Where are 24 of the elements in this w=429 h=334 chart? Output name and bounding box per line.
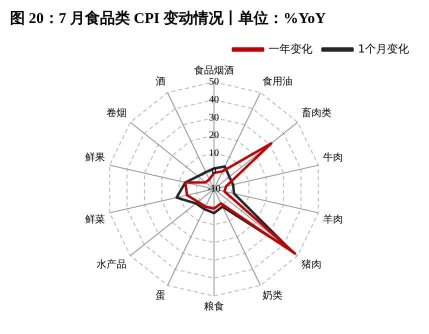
legend-label: 一年变化 — [268, 42, 312, 56]
spoke-label: 蛋 — [155, 290, 166, 302]
spoke-label: 卷烟 — [106, 106, 126, 119]
legend-label: 1个月变化 — [358, 42, 409, 56]
spoke-label: 鲜菜 — [84, 214, 105, 226]
spoke-label: 牛肉 — [323, 152, 344, 164]
spoke-label: 猪肉 — [302, 258, 322, 270]
y-tick-label: 20 — [209, 130, 219, 142]
spoke-label: 食用油 — [262, 76, 293, 88]
y-tick-label: -10 — [207, 184, 221, 195]
y-tick-label: 0 — [212, 166, 216, 177]
spoke-label: 酒 — [155, 76, 166, 88]
y-tick-label: 40 — [209, 94, 219, 106]
spoke-label: 羊肉 — [323, 214, 344, 226]
y-tick-label: 30 — [209, 112, 219, 124]
y-tick-label: 50 — [209, 76, 219, 88]
y-tick-label: 10 — [209, 148, 219, 159]
spoke-label: 食品烟酒 — [194, 64, 234, 77]
spoke-label: 水产品 — [96, 258, 126, 270]
spoke-label: 鲜果 — [84, 152, 105, 164]
spoke-label: 粮食 — [204, 300, 224, 313]
spoke-label: 畜肉类 — [302, 106, 332, 119]
chart-title: 图 20：7 月食品类 CPI 变动情况丨单位：%YoY — [10, 8, 326, 27]
spoke-label: 奶类 — [262, 290, 283, 302]
